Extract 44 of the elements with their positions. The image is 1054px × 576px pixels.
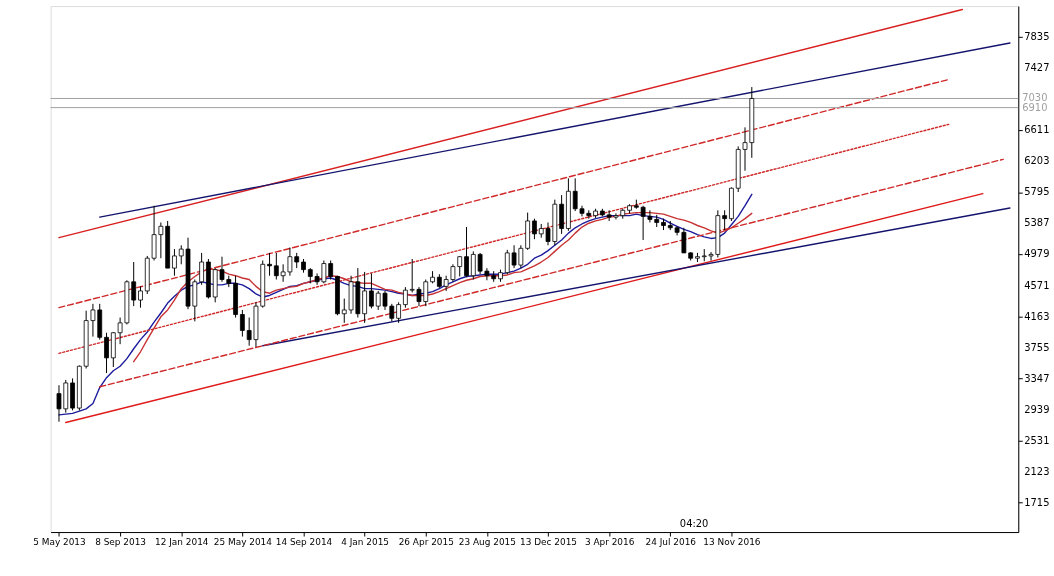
y-tick-label: 7427 [1024, 62, 1050, 74]
y-tick-label: 2939 [1024, 403, 1050, 415]
candlestick [104, 332, 109, 374]
candlestick [138, 285, 143, 309]
x-tick-label: 13 Dec 2015 [520, 537, 578, 548]
y-tick-label: 6203 [1024, 155, 1050, 167]
x-tick-label: 12 Jan 2014 [154, 537, 209, 548]
x-tick-label: 24 Jul 2016 [645, 537, 697, 548]
candlestick [396, 301, 401, 324]
candlestick [267, 252, 272, 277]
candlestick [532, 218, 537, 240]
candlestick [464, 226, 469, 278]
x-tick-label: 5 May 2013 [33, 537, 86, 548]
x-tick-label: 8 Sep 2013 [95, 537, 147, 548]
candlestick [403, 286, 408, 309]
y-tick-label: 3755 [1024, 341, 1050, 353]
x-tick-label: 26 Apr 2015 [398, 537, 454, 548]
x-tick-label: 13 Nov 2016 [703, 537, 761, 548]
annotation: 04:20 [679, 518, 709, 530]
x-tick-label: 14 Sep 2014 [275, 537, 333, 548]
ref-line-label: 6910 [1022, 101, 1048, 113]
candlestick [362, 271, 368, 324]
y-tick-label: 4979 [1024, 248, 1050, 260]
candlestick [172, 248, 177, 277]
x-tick-label: 4 Jan 2015 [341, 537, 390, 548]
candlestick [199, 252, 204, 286]
x-tick-label: 25 May 2014 [213, 537, 273, 548]
candlestick [722, 209, 728, 231]
y-tick-label: 5795 [1024, 186, 1050, 198]
ref-line-label: 7030 [1022, 92, 1048, 104]
y-tick-label: 3347 [1024, 372, 1050, 384]
y-tick-label: 6611 [1024, 124, 1050, 136]
y-tick-label: 1715 [1024, 496, 1050, 508]
y-tick-label: 4163 [1024, 310, 1050, 322]
candlestick [239, 309, 245, 338]
y-tick-label: 4571 [1024, 279, 1050, 291]
y-tick-label: 2531 [1024, 434, 1050, 446]
x-tick-label: 23 Aug 2015 [458, 537, 516, 548]
y-tick-label: 5387 [1024, 217, 1050, 229]
candlestick [369, 272, 374, 309]
x-tick-label: 3 Apr 2016 [584, 537, 635, 548]
line-series [58, 193, 753, 416]
y-tick-label: 2123 [1024, 465, 1050, 477]
y-tick-label: 7835 [1024, 31, 1050, 43]
